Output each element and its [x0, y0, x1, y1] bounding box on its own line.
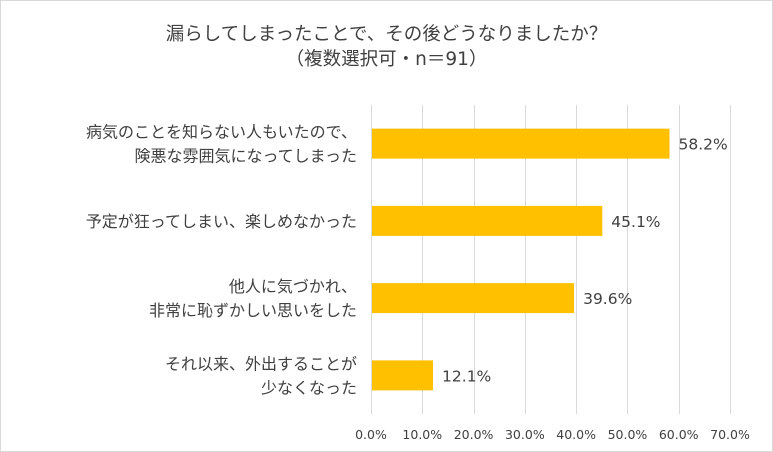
category-label-2-0: 他人に気づかれ、	[229, 277, 357, 296]
bar-1	[372, 205, 603, 236]
category-label-1-0: 予定が狂ってしまい、楽しめなかった	[86, 212, 357, 231]
x-tick-label-3: 30.0%	[505, 427, 545, 442]
x-tick-label-2: 20.0%	[454, 427, 494, 442]
category-label-3-1: 少なくなった	[261, 378, 357, 397]
bar-2	[372, 283, 575, 314]
chart-title-line-2: （複数選択可・n＝91）	[285, 49, 488, 70]
category-label-3-0: それ以来、外出することが	[165, 354, 357, 373]
value-label-2: 39.6%	[583, 290, 632, 308]
x-tick-label-6: 60.0%	[659, 427, 699, 442]
value-label-1: 45.1%	[611, 213, 660, 231]
category-label-2-1: 非常に恥ずかしい思いをした	[149, 301, 357, 320]
bar-0	[372, 128, 670, 159]
x-tick-label-7: 70.0%	[710, 427, 750, 442]
category-label-0-1: 険悪な雰囲気になってしまった	[134, 147, 357, 166]
x-tick-label-4: 40.0%	[556, 427, 596, 442]
category-label-0-0: 病気のことを知らない人もいたので、	[86, 123, 357, 142]
value-label-3: 12.1%	[442, 367, 491, 385]
x-tick-label-0: 0.0%	[355, 427, 387, 442]
value-label-0: 58.2%	[678, 136, 727, 154]
x-tick-label-1: 10.0%	[402, 427, 442, 442]
chart-title-line-1: 漏らしてしまったことで、その後どうなりましたか？	[165, 24, 608, 45]
bar-3	[372, 360, 434, 391]
x-tick-label-5: 50.0%	[608, 427, 648, 442]
